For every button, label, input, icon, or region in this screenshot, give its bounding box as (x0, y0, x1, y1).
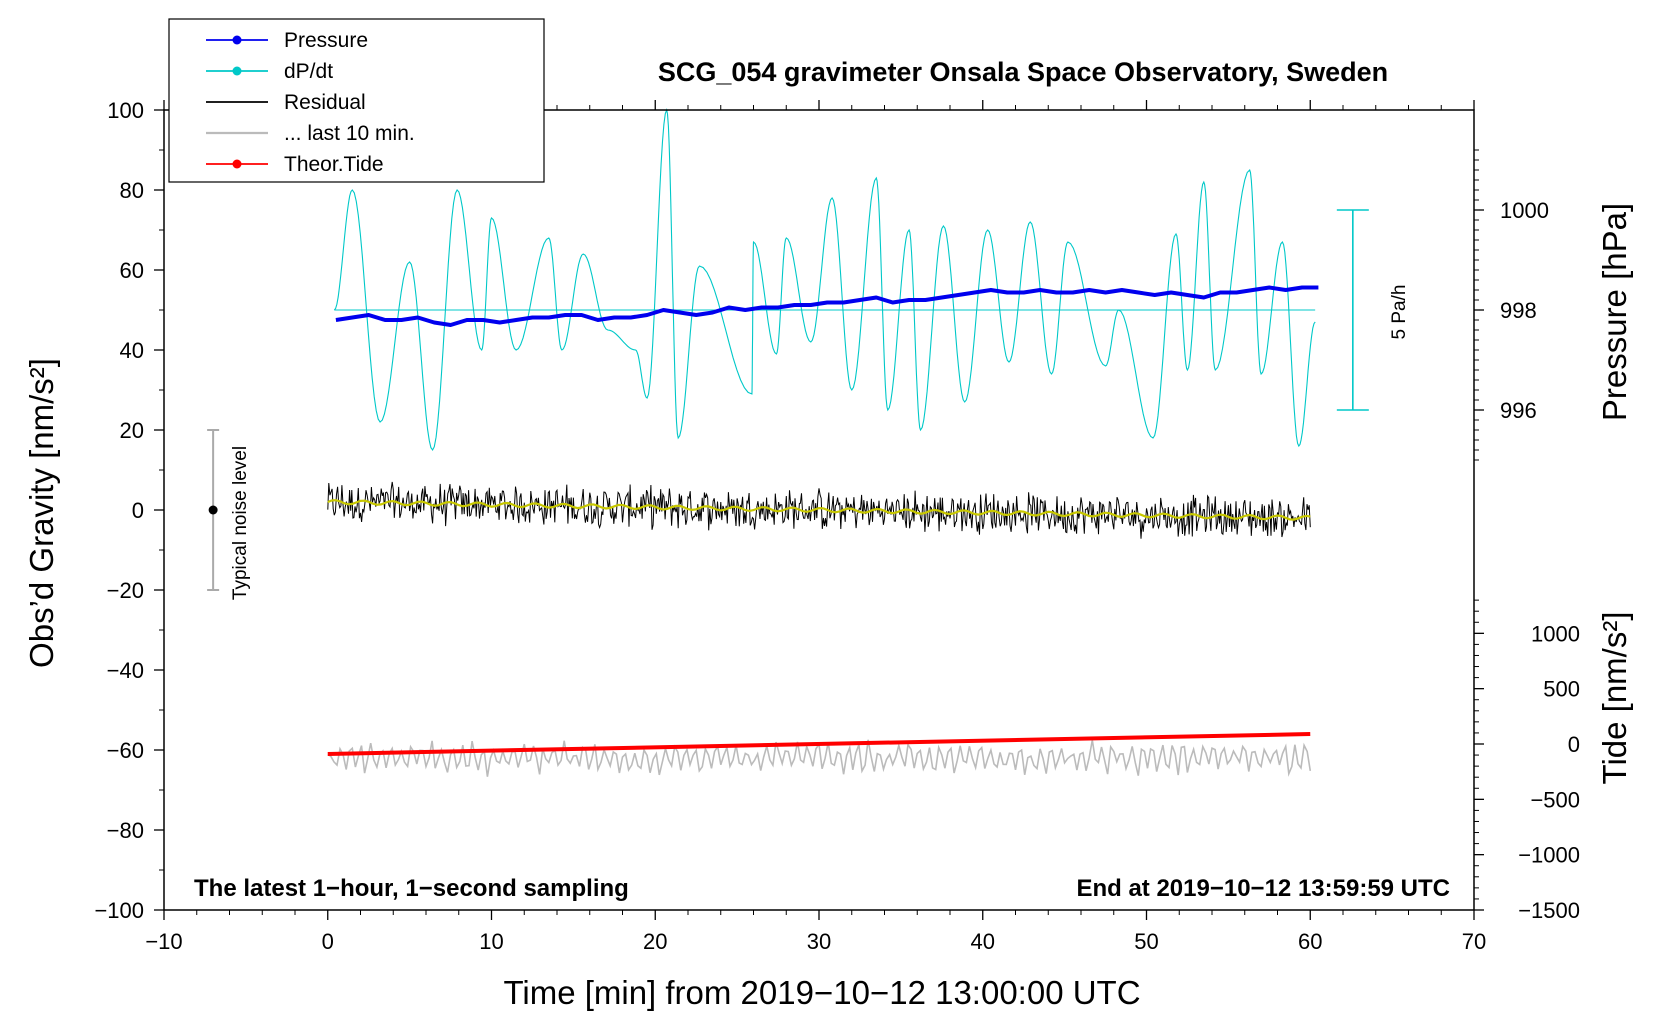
plot-frame (163, 109, 1475, 911)
left-tick-label: −60 (107, 738, 144, 763)
left-tick-label: −20 (107, 578, 144, 603)
tide-axis: −1500 −1000 −500 0 500 1000 (1474, 599, 1580, 923)
tide-tick-label: 0 (1568, 732, 1580, 757)
series-residual (327, 481, 1311, 539)
pressure-axis: 996 998 1000 (1474, 149, 1549, 461)
chart-title: SCG_054 gravimeter Onsala Space Observat… (658, 57, 1388, 87)
legend-marker (232, 159, 242, 169)
tide-tick-label: 1000 (1531, 621, 1580, 646)
tide-tick-label: 500 (1543, 677, 1580, 702)
dpdt-scale-label: 5 Pa/h (1389, 285, 1410, 340)
x-tick-label: 50 (1134, 929, 1158, 954)
tide-tick-label: −500 (1530, 787, 1580, 812)
series-pressure (335, 285, 1319, 327)
tide-tick-label: −1500 (1518, 898, 1580, 923)
series-theor-tide (327, 732, 1311, 756)
left-tick-label: 20 (120, 418, 144, 443)
left-tick-label: 80 (120, 178, 144, 203)
x-tick-label: 10 (479, 929, 503, 954)
left-tick-label: 40 (120, 338, 144, 363)
legend-box (168, 18, 545, 183)
legend-label: dP/dt (284, 60, 333, 83)
left-tick-label: −100 (94, 898, 144, 923)
legend-label: Residual (284, 91, 366, 114)
tide-line (327, 732, 1311, 756)
left-axis: −100 −80 −60 −40 −20 0 20 40 60 80 100 (94, 98, 164, 923)
legend-marker (232, 35, 242, 45)
tide-tick-label: −1000 (1518, 843, 1580, 868)
end-time-note: End at 2019−10−12 13:59:59 UTC (1076, 875, 1450, 902)
noise-bar-center-dot (208, 505, 218, 515)
left-tick-label: −40 (107, 658, 144, 683)
x-axis-title: Time [min] from 2019−10−12 13:00:00 UTC (503, 974, 1140, 1011)
left-tick-label: −80 (107, 818, 144, 843)
left-tick-label: 60 (120, 258, 144, 283)
left-tick-label: 0 (132, 498, 144, 523)
residual-line (327, 481, 1311, 539)
legend-label: ... last 10 min. (284, 122, 415, 145)
noise-level-label: Typical noise level (230, 446, 251, 600)
dpdt-line (333, 108, 1316, 452)
x-tick-label: 40 (971, 929, 995, 954)
legend-label: Theor.Tide (284, 153, 384, 176)
pressure-axis-title: Pressure [hPa] (1596, 203, 1633, 421)
left-axis-title: Obs’d Gravity [nm/s²] (23, 358, 60, 668)
x-tick-label: 30 (807, 929, 831, 954)
legend-marker (232, 66, 242, 76)
pressure-tick-label: 1000 (1500, 198, 1549, 223)
x-tick-label: 70 (1462, 929, 1486, 954)
series-dpdt (333, 108, 1316, 452)
pressure-tick-label: 996 (1500, 398, 1537, 423)
pressure-line (335, 285, 1319, 327)
left-tick-label: 100 (107, 98, 144, 123)
x-tick-label: 20 (643, 929, 667, 954)
tide-axis-title: Tide [nm/s²] (1596, 612, 1633, 785)
sampling-note: The latest 1−hour, 1−second sampling (194, 875, 629, 902)
x-tick-label: 60 (1298, 929, 1322, 954)
residual-trend-line (327, 499, 1311, 521)
legend: Pressure dP/dt Residual ... last 10 min. The… (168, 18, 545, 183)
x-axis: −10 0 10 20 30 40 50 60 70 (145, 100, 1486, 954)
legend-label: Pressure (284, 29, 368, 52)
plot-area-border (163, 109, 1475, 911)
pressure-tick-label: 998 (1500, 298, 1537, 323)
chart-annotations (207, 209, 1369, 591)
x-tick-label: −10 (145, 929, 182, 954)
x-tick-label: 0 (322, 929, 334, 954)
